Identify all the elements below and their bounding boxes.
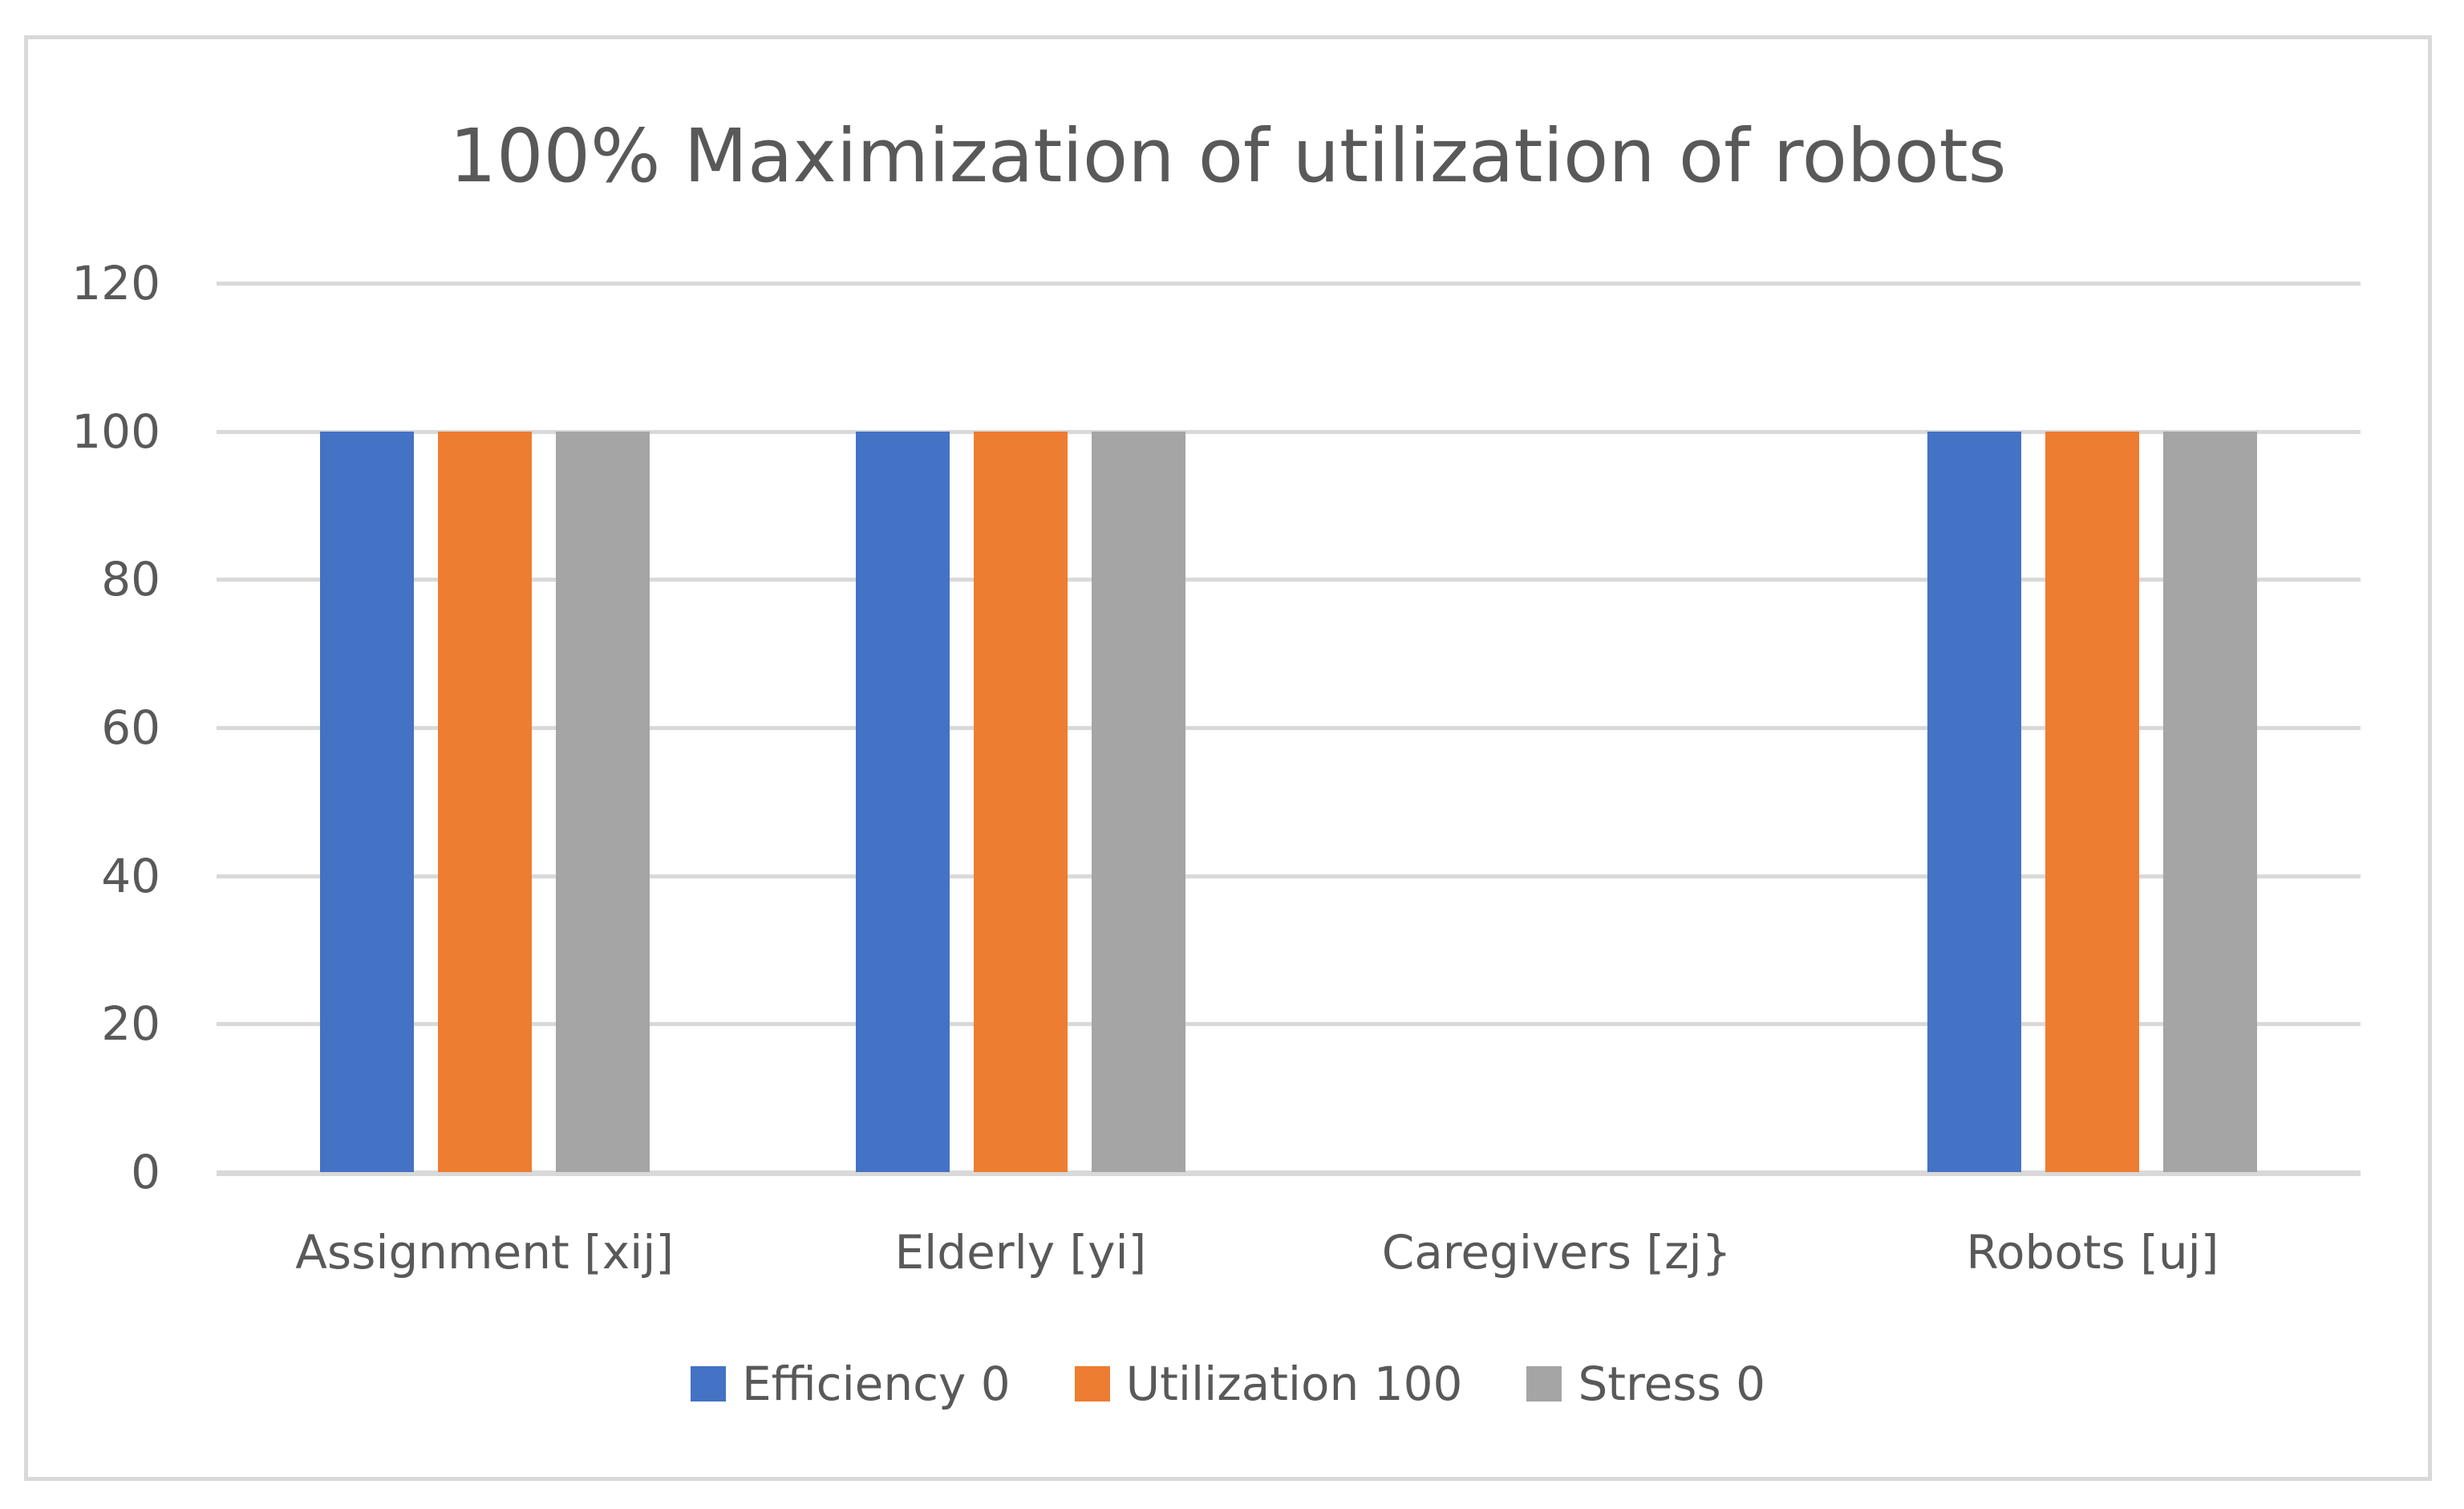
bar xyxy=(555,431,650,1172)
gridline xyxy=(217,578,2361,582)
y-tick-label: 80 xyxy=(101,552,160,607)
bar xyxy=(2045,431,2140,1172)
gridline xyxy=(217,429,2361,434)
y-tick-label: 120 xyxy=(71,256,160,310)
bar xyxy=(973,431,1068,1172)
legend-swatch xyxy=(1526,1366,1562,1402)
x-axis-line xyxy=(217,1170,2361,1176)
gridline xyxy=(217,1022,2361,1027)
x-axis-label: Caregivers [zj} xyxy=(1381,1225,1732,1280)
x-axis-label: Assignment [xij] xyxy=(295,1225,674,1280)
bar xyxy=(855,431,950,1172)
bar xyxy=(319,431,414,1172)
chart-frame: 100% Maximization of utilization of robo… xyxy=(24,35,2432,1481)
legend-label: Stress 0 xyxy=(1578,1357,1766,1411)
y-tick-label: 100 xyxy=(71,404,160,459)
bar xyxy=(437,431,532,1172)
y-tick-label: 60 xyxy=(101,700,160,755)
gridline xyxy=(217,874,2361,878)
y-tick-label: 20 xyxy=(101,996,160,1052)
x-axis-label: Robots [uj] xyxy=(1966,1225,2219,1280)
x-axis-label: Elderly [yi] xyxy=(894,1225,1147,1280)
legend-swatch xyxy=(690,1366,726,1402)
legend: Efficiency 0 Utilization 100 Stress 0 xyxy=(28,1358,2428,1410)
bar xyxy=(2163,431,2258,1172)
gridline xyxy=(217,726,2361,730)
y-tick-label: 40 xyxy=(101,848,160,903)
legend-item: Stress 0 xyxy=(1526,1358,1765,1410)
bar xyxy=(1091,431,1185,1172)
y-tick-label: 0 xyxy=(131,1145,160,1199)
legend-label: Utilization 100 xyxy=(1125,1357,1463,1411)
legend-item: Utilization 100 xyxy=(1074,1357,1463,1411)
bar xyxy=(1927,431,2022,1172)
legend-swatch xyxy=(1074,1366,1110,1402)
legend-label: Efficiency 0 xyxy=(741,1357,1011,1411)
legend-item: Efficiency 0 xyxy=(690,1357,1011,1411)
gridline xyxy=(217,282,2361,286)
chart-title: 100% Maximization of utilization of robo… xyxy=(449,113,2007,199)
